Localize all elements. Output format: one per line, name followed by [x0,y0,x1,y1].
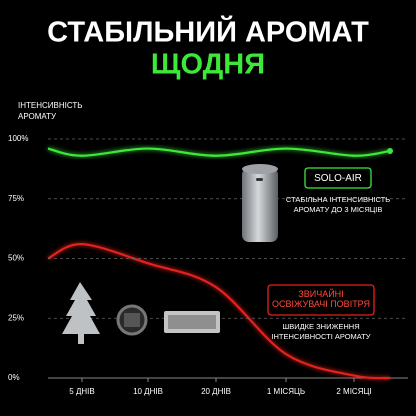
annotation: СТАБІЛЬНА ІНТЕНСИВНІСТЬ [286,195,390,204]
x-tick-label: 1 МІСЯЦЬ [267,387,305,396]
x-tick-label: 20 ДНІВ [201,387,231,396]
legend-box [267,284,375,316]
chart-title: СТАБІЛЬНИЙ АРОМАТ [47,15,369,49]
freshener-images [62,282,220,344]
legend-label: ЗВИЧАЙНІ ОСВІЖУВАЧІ ПОВІТРЯ [272,288,370,309]
legend-label: SOLO-AIR [314,173,362,184]
y-tick-label: 75% [8,194,24,203]
annotation: ІНТЕНСИВНОСТІ АРОМАТУ [271,332,370,341]
x-tick-label: 10 ДНІВ [133,387,163,396]
y-tick-label: 100% [8,134,28,143]
annotation: ШВИДКЕ ЗНИЖЕННЯ [282,322,359,331]
y-tick-label: 50% [8,254,24,263]
x-tick-label: 2 МІСЯЦІ [336,387,371,396]
legend-box [304,167,372,189]
diffuser-image [242,164,278,242]
y-tick-label: 0% [8,373,20,382]
y-tick-label: 25% [8,313,24,322]
series-line [47,147,391,157]
x-tick-label: 5 ДНІВ [69,387,94,396]
y-axis-label: АРОМАТУ [18,112,57,121]
chart-subtitle: ЩОДНЯ [151,49,265,81]
annotation: АРОМАТУ ДО 3 МІСЯЦІВ [294,205,383,214]
y-axis-label: ІНТЕНСИВНІСТЬ [18,101,83,110]
series-line [47,243,391,380]
